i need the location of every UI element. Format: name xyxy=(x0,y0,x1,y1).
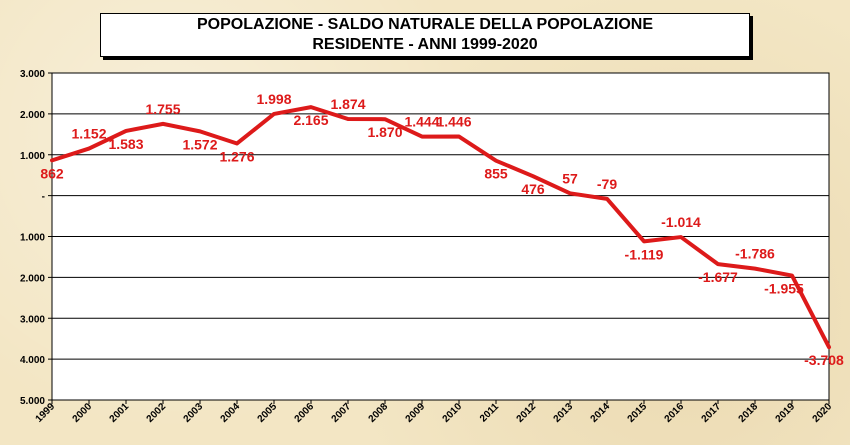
y-tick-label: - xyxy=(42,192,45,203)
y-tick-label: 1.000 xyxy=(20,151,45,162)
data-label: 1.152 xyxy=(71,126,106,142)
data-label: 1.998 xyxy=(256,91,291,107)
data-label: 1.572 xyxy=(182,136,217,152)
data-label: -1.677 xyxy=(698,269,738,285)
y-tick-label: 2.000 xyxy=(20,110,45,121)
y-tick-label: 5.000 xyxy=(20,396,45,407)
x-tick-label: 2019 xyxy=(774,401,798,425)
data-label: 1.444 xyxy=(404,114,439,130)
x-tick-label: 2007 xyxy=(330,401,354,425)
chart-title: POPOLAZIONE - SALDO NATURALE DELLA POPOL… xyxy=(100,13,750,57)
data-label: 855 xyxy=(484,166,508,182)
y-tick-label: 4.000 xyxy=(20,355,45,366)
x-tick-label: 2002 xyxy=(145,401,169,425)
x-tick-label: 2010 xyxy=(441,401,465,425)
x-tick-label: 2000 xyxy=(71,401,95,425)
data-label: 1.755 xyxy=(145,101,180,117)
y-tick-label: 3.000 xyxy=(20,69,45,80)
x-tick-label: 2001 xyxy=(108,401,132,425)
data-label: 1.870 xyxy=(367,124,402,140)
data-label: 1.276 xyxy=(219,148,254,164)
y-tick-label: 3.000 xyxy=(20,314,45,325)
data-label: -1.119 xyxy=(625,246,664,262)
data-label: 57 xyxy=(562,170,578,186)
y-tick-label: 2.000 xyxy=(20,273,45,284)
x-tick-label: 2013 xyxy=(552,401,576,425)
data-labels: 8621.1521.5831.7551.5721.2761.9982.1651.… xyxy=(40,91,844,368)
series-line xyxy=(50,105,831,350)
x-tick-label: 2014 xyxy=(589,401,613,425)
series-group xyxy=(50,105,831,350)
x-tick-label: 2015 xyxy=(626,401,650,425)
data-label: 1.583 xyxy=(108,136,143,152)
data-label: -3.708 xyxy=(804,352,844,368)
x-tick-label: 2012 xyxy=(515,401,539,425)
data-label: 1.446 xyxy=(436,114,471,130)
y-axis: 3.000 2.000 1.000 - 1.000 2.000 3.000 4.000 5.00… xyxy=(20,69,52,407)
gridlines xyxy=(52,113,829,360)
x-tick-label: 2006 xyxy=(293,401,317,425)
data-label: -79 xyxy=(597,176,617,192)
x-tick-label: 2005 xyxy=(256,401,280,425)
x-axis: 1999 2000 2001 2002 2003 2004 2005 2006 2007 2008… xyxy=(34,400,835,425)
x-tick-label: 2020 xyxy=(811,401,835,425)
x-tick-label: 2008 xyxy=(367,401,391,425)
data-label: -1.786 xyxy=(735,246,775,262)
x-tick-label: 2003 xyxy=(182,401,206,425)
data-label: 1.874 xyxy=(330,96,365,112)
x-tick-label: 2017 xyxy=(700,401,724,425)
x-tick-label: 2016 xyxy=(663,401,687,425)
x-tick-label: 2011 xyxy=(478,401,501,424)
x-tick-label: 2009 xyxy=(404,401,428,425)
data-label: -1.955 xyxy=(764,281,804,297)
data-label: 862 xyxy=(40,165,64,181)
y-tick-label: 1.000 xyxy=(20,233,45,244)
data-label: 2.165 xyxy=(293,112,328,128)
data-label: -1.014 xyxy=(661,214,701,230)
data-label: 476 xyxy=(521,181,545,197)
x-tick-label: 2004 xyxy=(219,401,243,425)
x-tick-label: 2018 xyxy=(737,401,761,425)
